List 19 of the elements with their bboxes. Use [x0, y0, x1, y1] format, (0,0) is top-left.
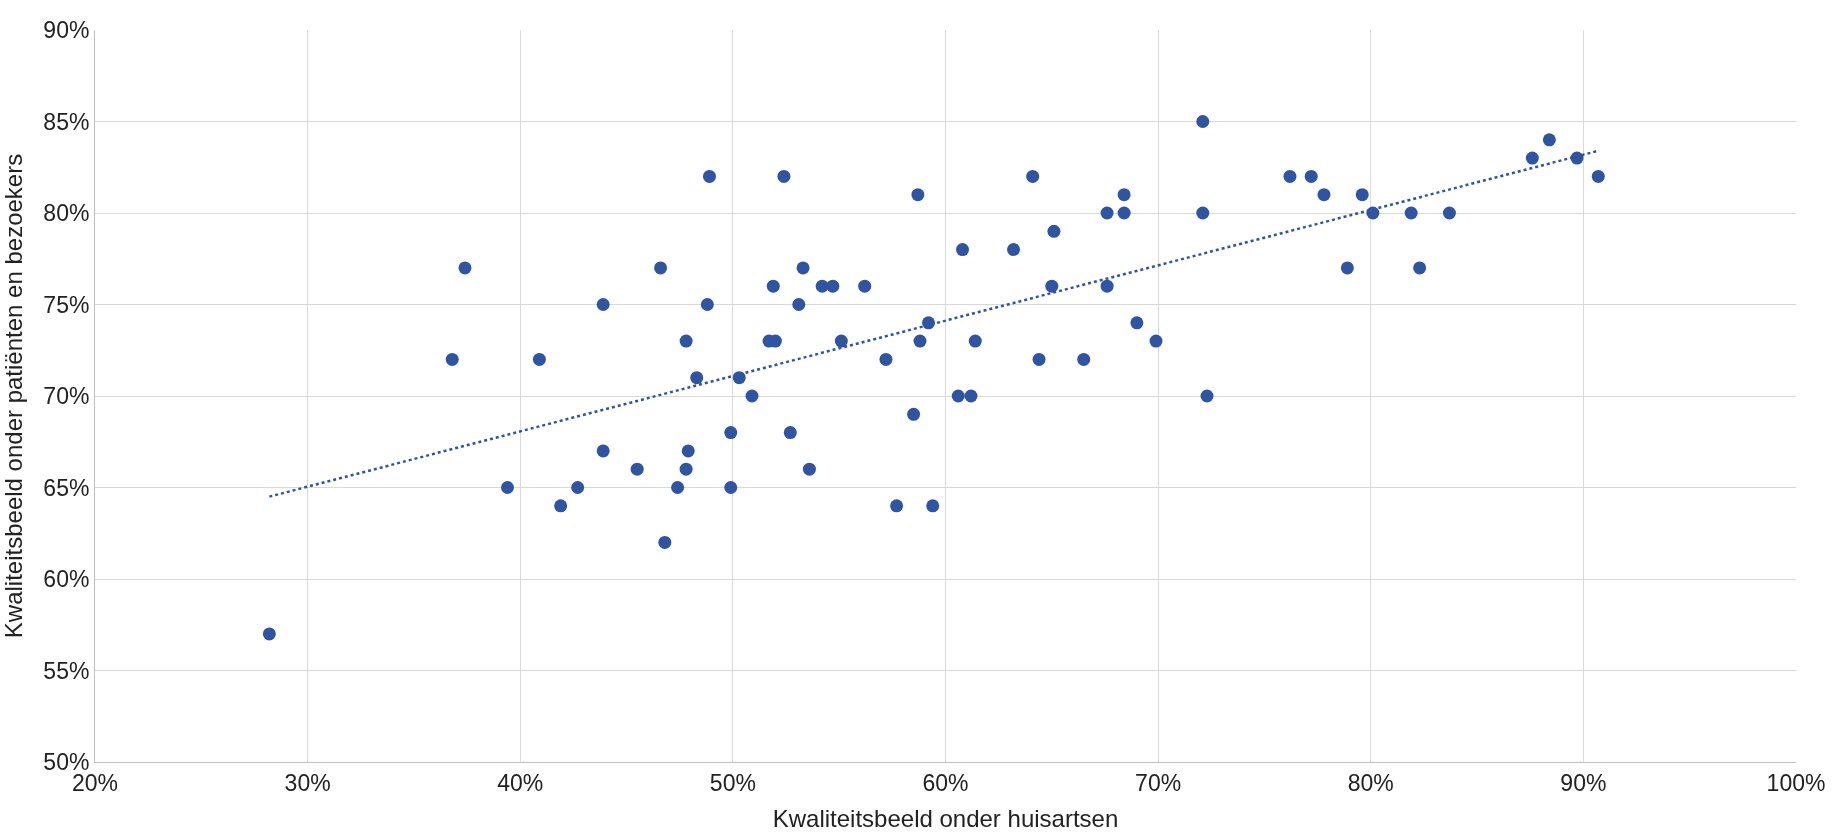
y-tick-label: 85%	[43, 108, 90, 135]
x-tick-label: 30%	[284, 769, 331, 796]
y-tick-label: 70%	[43, 383, 90, 410]
x-tick-label: 50%	[709, 769, 756, 796]
y-tick-label: 65%	[43, 474, 90, 501]
x-tick-label: 60%	[922, 769, 969, 796]
x-tick-label: 100%	[1766, 769, 1826, 796]
x-axis-title: Kwaliteitsbeeld onder huisartsen	[772, 804, 1119, 832]
y-tick-label: 80%	[43, 200, 90, 227]
y-tick-label: 60%	[43, 566, 90, 593]
y-tick-label: 55%	[43, 657, 90, 684]
x-tick-label: 20%	[71, 769, 119, 796]
x-tick-label: 90%	[1560, 769, 1607, 796]
x-tick-label: 70%	[1135, 769, 1182, 796]
x-tick-label: 80%	[1347, 769, 1394, 796]
x-tick-label: 40%	[497, 769, 544, 796]
y-tick-label: 90%	[43, 17, 90, 44]
y-tick-label: 75%	[43, 291, 90, 318]
y-axis-title: Kwaliteitsbeeld onder patiënten en bezoekers	[0, 153, 27, 639]
